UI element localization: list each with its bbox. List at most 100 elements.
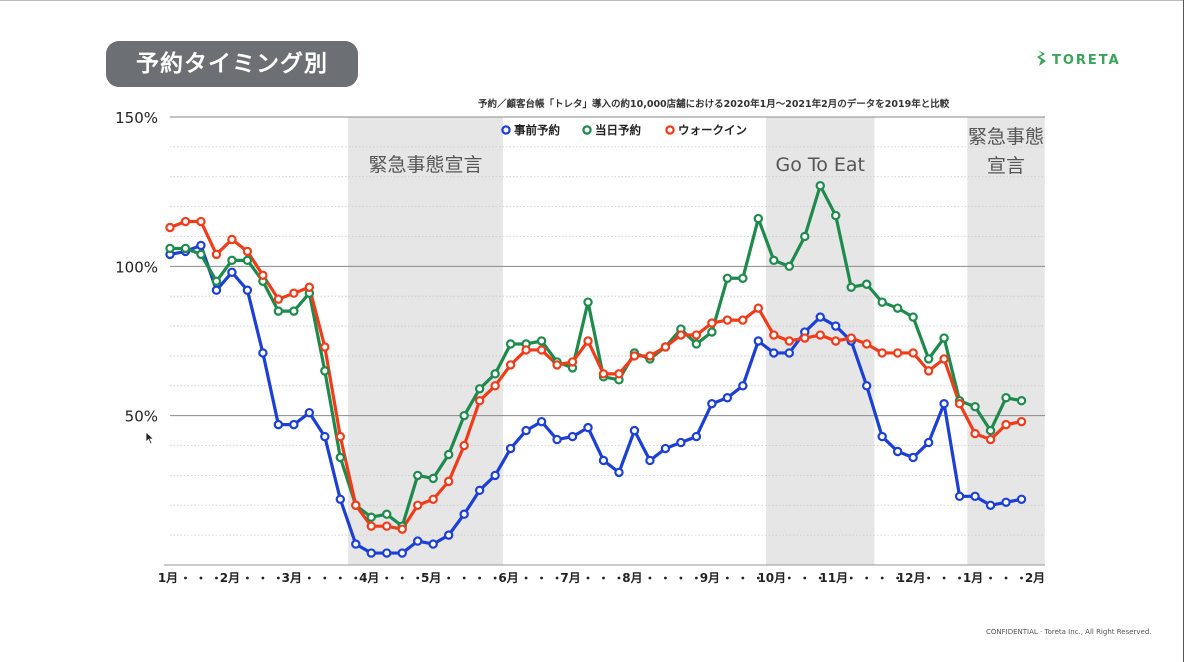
x-tick-dot [215,576,218,580]
x-tick-label: 10月 [757,571,786,585]
data-point [443,530,454,540]
x-tick-dot [307,576,311,580]
y-tick-label: 50% [125,408,158,426]
data-point [831,336,841,346]
x-tick-dot [276,576,280,580]
data-point [722,315,733,325]
x-tick-dot [880,576,884,580]
data-point [196,240,206,251]
data-point [258,348,268,358]
x-tick-dot [462,576,466,580]
data-point [536,336,547,346]
data-point [583,297,593,307]
data-point [397,548,407,558]
x-tick-dot [664,576,667,580]
toreta-logo-icon [1036,49,1048,71]
data-point [1016,494,1027,504]
data-point [738,381,748,391]
data-point [877,297,887,307]
data-point [382,548,392,558]
legend-label: 事前予約 [514,123,560,137]
mouse-cursor-icon [145,430,155,449]
data-point [505,443,516,454]
data-point [428,473,438,484]
data-point [784,336,794,346]
x-tick-dot [447,576,451,580]
x-tick-dot [385,576,389,580]
x-tick-dot [602,576,605,580]
data-point [815,312,825,322]
x-tick-label: 5月 [421,571,441,585]
data-point [831,321,841,331]
data-point [892,446,903,457]
data-point [1001,497,1011,507]
data-point [753,303,764,313]
data-point [738,315,748,325]
x-tick-dot [540,576,543,580]
data-point [521,345,531,355]
data-point [598,369,609,379]
y-tick-label: 150% [115,109,158,127]
x-tick-dot [184,576,187,580]
data-point [970,428,980,439]
data-point [985,500,996,510]
data-point [846,282,856,292]
data-point [939,354,949,364]
data-point [892,303,903,313]
data-point [970,402,980,412]
data-point [382,521,392,531]
data-point [413,536,423,546]
data-point [738,273,748,283]
data-point [676,330,686,340]
data-point [970,491,980,502]
toreta-logo: TORETA [1036,50,1121,70]
data-point [954,399,965,409]
x-tick-label: 1月 [158,571,178,585]
x-tick-dot [818,576,822,580]
data-point [923,437,934,448]
x-tick-dot [787,576,791,580]
x-tick-dot [524,576,528,580]
shaded-region [348,117,503,565]
data-point [536,345,547,355]
data-point [490,369,500,379]
x-tick-dot [354,576,358,580]
x-tick-dot [338,576,342,580]
data-point [815,180,825,191]
data-point [629,351,640,361]
x-tick-dot [261,576,265,580]
data-point [459,410,469,421]
data-point [196,249,206,260]
data-point [505,360,516,370]
data-point [660,443,671,454]
data-point [800,231,810,242]
data-point [660,342,671,352]
data-point [180,216,191,227]
data-point [320,431,330,442]
data-point [320,366,330,376]
data-point [443,476,454,487]
data-point [474,485,485,496]
data-point [521,425,531,436]
shaded-region [967,117,1045,565]
data-point [273,419,284,430]
shaded-region-label: Go To Eat [775,154,865,176]
x-tick-dot [1020,576,1023,580]
data-point [877,348,887,358]
data-point [691,339,702,349]
series-line [169,243,1022,555]
data-point [831,210,841,221]
data-point [1016,416,1027,427]
data-point [753,336,764,346]
data-point [923,366,934,376]
data-point [908,452,918,463]
top-frame-line [0,0,1184,1]
data-point [413,500,423,510]
x-tick-dot [478,576,482,580]
x-tick-dot [725,576,729,580]
x-tick-dot [865,576,869,580]
data-point [304,407,315,418]
data-point [505,339,516,349]
data-point [227,234,237,245]
data-point [1001,419,1011,430]
